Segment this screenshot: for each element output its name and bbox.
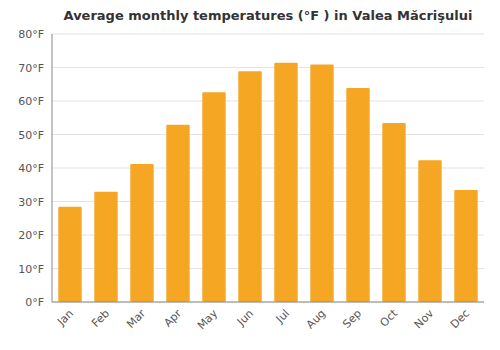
x-axis: Jan Feb Mar Apr May Jun Jul Aug Sep Oct Nov Dec [54,306,472,332]
x-axis-line [52,302,484,303]
bar [382,123,405,302]
bar [238,71,261,302]
y-tick-label: 80°F [18,28,44,41]
x-tick-label: Dec [448,307,472,331]
x-tick-label: Nov [412,307,437,332]
chart-svg: Average monthly temperatures (°F ) in Va… [0,0,500,350]
grid-line [52,101,484,102]
x-tick-label: Feb [89,307,112,330]
y-tick-label: 30°F [18,196,44,209]
grid-line [52,67,484,68]
y-tick-label: 0°F [25,296,44,309]
x-tick-label: Apr [161,307,184,330]
bar [454,190,477,302]
bar [346,88,369,302]
x-tick-label: Jan [54,307,76,329]
bar [274,63,297,302]
y-tick-label: 20°F [18,229,44,242]
x-tick-label: Oct [377,306,400,329]
bar [58,207,81,302]
bar [94,192,117,302]
x-tick-label: Sep [340,307,364,331]
y-tick-label: 40°F [18,162,44,175]
grid-line [52,134,484,135]
bar [418,160,441,302]
x-tick-label: Jul [273,307,292,326]
x-tick-label: Aug [304,307,328,331]
x-tick-label: Mar [124,307,148,331]
y-axis-line [52,34,53,302]
x-tick-label: May [195,307,221,333]
grid-line [52,302,484,303]
bar [166,125,189,302]
y-tick-label: 70°F [18,62,44,75]
bars [58,63,477,302]
x-tick-label: Jun [234,307,256,329]
y-tick-label: 50°F [18,129,44,142]
bar [130,164,153,302]
bar [202,92,225,302]
bar [310,64,333,302]
y-tick-label: 10°F [18,263,44,276]
y-axis: 0°F 10°F 20°F 30°F 40°F 50°F 60°F 70°F 80°F [18,28,484,309]
grid-line [52,34,484,35]
y-tick-label: 60°F [18,95,44,108]
chart-title: Average monthly temperatures (°F ) in Va… [64,8,473,23]
chart-container: Average monthly temperatures (°F ) in Va… [0,0,500,350]
